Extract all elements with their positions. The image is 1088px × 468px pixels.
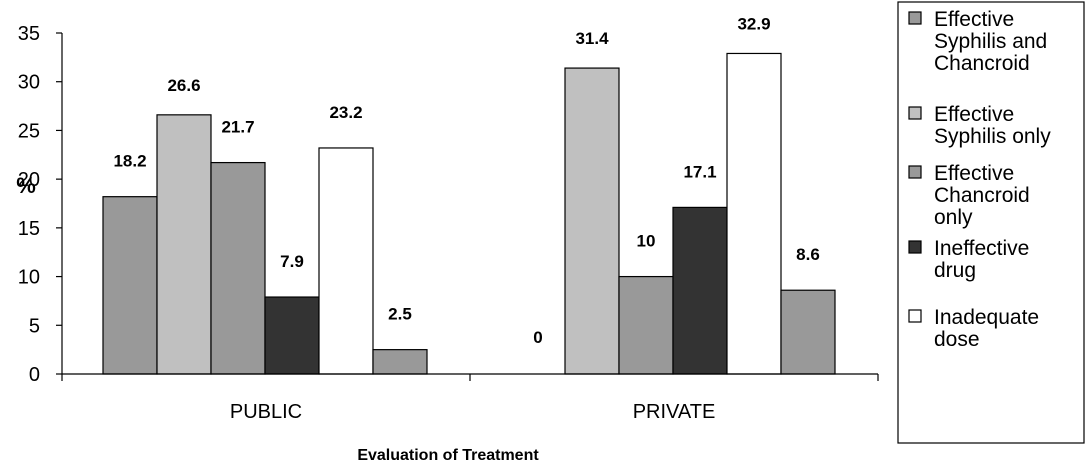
legend-label: Ineffective <box>934 237 1029 260</box>
bar <box>780 289 836 375</box>
legend-swatch <box>908 11 922 25</box>
x-tick-label: PUBLIC <box>230 401 302 423</box>
y-tick-label: 15 <box>18 218 40 240</box>
data-label: 31.4 <box>575 29 609 48</box>
legend-label: Chancroid <box>934 184 1030 207</box>
legend-label: Effective <box>934 103 1014 126</box>
y-tick-label: 30 <box>18 72 40 94</box>
bar <box>318 147 374 375</box>
bar <box>726 52 782 375</box>
bar <box>564 67 620 375</box>
legend-label: Inadequate <box>934 306 1039 329</box>
bar <box>156 114 212 375</box>
data-labels: 18.2 26.6 21.7 7.9 23.2 2.5 0 31.4 10 17.1 32.9 8.6 <box>113 14 819 347</box>
legend-box <box>897 1 1085 444</box>
x-axis: PUBLIC PRIVATE <box>61 373 879 423</box>
data-label: 8.6 <box>796 245 820 264</box>
x-axis-title: Evaluation of Treatment <box>357 447 539 464</box>
data-label: 18.2 <box>113 152 146 171</box>
legend-label: Syphilis and <box>934 30 1047 53</box>
legend-swatch <box>908 309 922 323</box>
y-axis: 0 5 10 15 20 25 30 35 <box>18 23 63 386</box>
legend-label: Effective <box>934 8 1014 31</box>
bar <box>264 296 320 375</box>
data-label: 0 <box>533 328 542 347</box>
bar <box>210 161 266 375</box>
legend-swatch <box>908 165 922 179</box>
legend-label: drug <box>934 259 976 282</box>
bar <box>102 196 158 375</box>
y-tick-label: 35 <box>18 23 40 45</box>
y-axis-title: % <box>16 173 36 198</box>
data-label: 10 <box>637 232 656 251</box>
data-label: 26.6 <box>167 76 200 95</box>
y-tick-label: 10 <box>18 267 40 289</box>
legend-label: only <box>934 206 973 229</box>
data-label: 21.7 <box>221 118 254 137</box>
y-tick-label: 5 <box>29 315 40 337</box>
y-tick-label: 0 <box>29 364 40 386</box>
legend-label: Effective <box>934 162 1014 185</box>
bar <box>618 275 674 375</box>
x-tick-label: PRIVATE <box>633 401 716 423</box>
bars <box>102 52 836 375</box>
y-tick-label: 25 <box>18 120 40 142</box>
data-label: 7.9 <box>280 252 304 271</box>
data-label: 17.1 <box>683 162 716 181</box>
legend-swatch <box>908 240 922 254</box>
bar <box>372 349 428 375</box>
data-label: 32.9 <box>737 14 770 33</box>
bar <box>672 206 728 375</box>
legend-swatch <box>908 106 922 120</box>
legend-label: Syphilis only <box>934 125 1051 148</box>
y-tick-label: 20 <box>18 169 40 191</box>
data-label: 23.2 <box>329 103 362 122</box>
data-label: 2.5 <box>388 305 412 324</box>
legend-label: Chancroid <box>934 52 1030 75</box>
legend-label: dose <box>934 328 980 351</box>
